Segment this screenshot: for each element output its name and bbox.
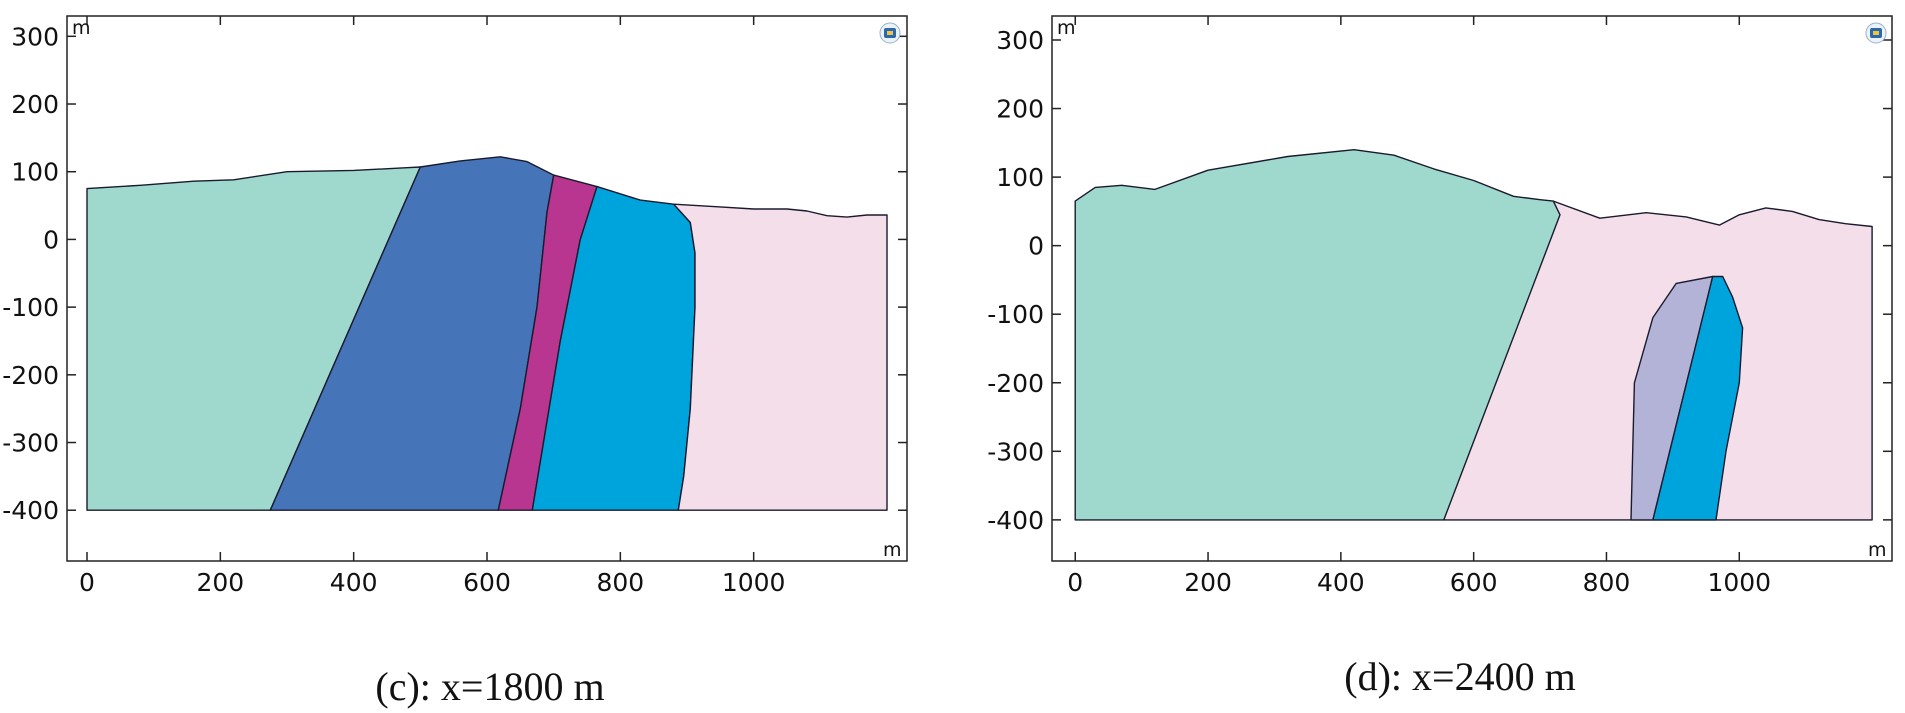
x-tick-label: 200 xyxy=(1184,568,1232,597)
x-tick-label: 400 xyxy=(330,568,378,597)
regions-group xyxy=(86,156,888,511)
y-tick-label: 300 xyxy=(996,26,1044,55)
x-tick-label: 800 xyxy=(1583,568,1631,597)
viewer-icon[interactable] xyxy=(1865,22,1887,44)
panel-caption: (d): x=2400 m xyxy=(1344,654,1575,699)
y-tick-label: -300 xyxy=(987,437,1044,466)
y-tick-label: 0 xyxy=(43,225,59,254)
x-tick-label: 1000 xyxy=(722,568,786,597)
panel-d: 0 200 400 600 800 1000 3002001000-100-200-300… xyxy=(987,15,1893,699)
x-tick-label: 0 xyxy=(1067,568,1083,597)
y-tick-label: -200 xyxy=(2,361,59,390)
viewer-icon[interactable] xyxy=(879,22,901,44)
region-teal-formation xyxy=(1074,148,1561,521)
regions-group xyxy=(1074,148,1873,521)
y-tick-label: 200 xyxy=(11,90,59,119)
y-tick-label: -400 xyxy=(987,506,1044,535)
y-tick-label: 100 xyxy=(11,158,59,187)
x-tick-label: 400 xyxy=(1317,568,1365,597)
x-tick-label: 600 xyxy=(1450,568,1498,597)
y-unit-label: m xyxy=(72,17,91,39)
x-tick-label: 1000 xyxy=(1707,568,1771,597)
y-axis-ticks: 300 200 100 0 -100 -200 -300 -400 xyxy=(2,22,907,525)
region-teal-formation xyxy=(86,166,421,511)
y-tick-label: -200 xyxy=(987,369,1044,398)
y-tick-label: 0 xyxy=(1028,232,1044,261)
y-tick-label: 100 xyxy=(996,163,1044,192)
y-tick-label: -400 xyxy=(2,496,59,525)
x-tick-label: 200 xyxy=(196,568,244,597)
x-tick-label: 600 xyxy=(463,568,511,597)
y-tick-label: 200 xyxy=(996,95,1044,124)
y-unit-label: m xyxy=(1057,17,1076,39)
x-tick-label: 0 xyxy=(79,568,95,597)
x-axis-ticks: 0 200 400 600 800 1000 xyxy=(79,16,785,597)
y-tick-label: 300 xyxy=(11,22,59,51)
y-tick-label: -100 xyxy=(2,293,59,322)
x-tick-label: 800 xyxy=(596,568,644,597)
x-unit-label: m xyxy=(883,539,902,561)
x-axis-ticks: 0 200 400 600 800 1000 xyxy=(1067,16,1771,597)
panel-c: 0 200 400 600 800 1000 3002001000-100-200-300… xyxy=(2,15,908,709)
region-cyan-formation xyxy=(1652,275,1744,521)
panel-caption: (c): x=1800 m xyxy=(375,664,604,709)
x-unit-label: m xyxy=(1868,539,1887,561)
region-pink-formation xyxy=(673,203,888,511)
y-tick-label: -300 xyxy=(2,429,59,458)
y-axis-ticks: 300 200 100 0 -100 -200 -300 -400 xyxy=(987,26,1892,535)
y-tick-label: -100 xyxy=(987,300,1044,329)
